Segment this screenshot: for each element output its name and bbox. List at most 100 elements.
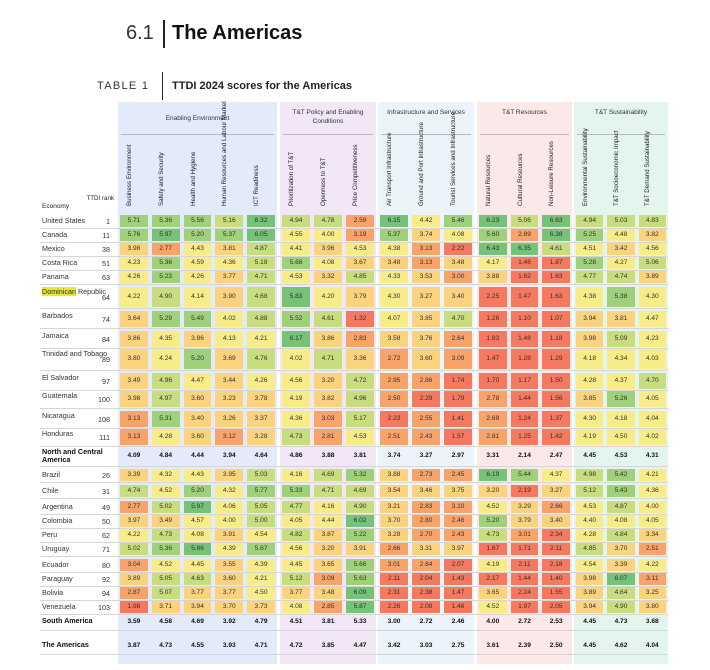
score-cell: 1.63	[542, 287, 570, 307]
score-cell: 3.82	[314, 391, 342, 407]
score-cell: 2.66	[380, 543, 408, 555]
score-cell: 5.56	[183, 215, 212, 227]
row-divider	[40, 256, 668, 257]
score-cell: 4.13	[215, 331, 244, 347]
score-cell: 4.48	[607, 229, 635, 241]
score-cell: 3.31	[412, 543, 440, 555]
score-cell: 6.43	[479, 243, 507, 255]
score-cell: 1.40	[542, 573, 570, 585]
score-cell: 4.05	[638, 391, 666, 407]
row-divider	[40, 242, 668, 243]
column-header: Tourist Services and Infrastructure	[450, 112, 457, 206]
score-cell: 3.85	[321, 642, 335, 649]
column-header: Ground and Port Infrastructure	[418, 122, 425, 206]
score-cell: 4.84	[607, 529, 635, 541]
ttdi-rank: 1	[106, 217, 110, 226]
score-cell: 4.00	[215, 515, 244, 527]
score-cell: 3.70	[607, 543, 635, 555]
score-cell: 5.87	[346, 601, 374, 613]
score-cell: 4.61	[542, 243, 570, 255]
ttdi-rank: 100	[98, 395, 110, 404]
score-cell: 1.62	[510, 271, 539, 283]
score-cell: 3.75	[444, 485, 472, 497]
score-cell: 4.47	[183, 373, 212, 389]
score-cell: 3.28	[380, 529, 408, 541]
score-cell: 4.53	[346, 429, 374, 445]
score-cell: 5.97	[183, 501, 212, 513]
score-cell: 4.42	[412, 215, 440, 227]
score-cell: 5.38	[607, 287, 635, 307]
score-cell: 5.05	[247, 501, 275, 513]
economy-name: Colombia	[42, 516, 73, 525]
score-cell: 4.21	[247, 331, 275, 347]
score-cell: 4.21	[247, 573, 275, 585]
score-cell: 3.27	[419, 452, 433, 459]
score-cell: 5.20	[479, 515, 507, 527]
score-cell: 4.31	[645, 452, 659, 459]
economy-name: Mexico	[42, 244, 65, 253]
economy-name: Honduras	[42, 429, 74, 438]
score-cell: 4.44	[314, 515, 342, 527]
score-cell: 4.23	[120, 257, 148, 269]
column-header: Price Competitiveness	[352, 144, 359, 206]
score-cell: 3.42	[607, 243, 635, 255]
score-cell: 1.28	[510, 349, 539, 369]
score-cell: 3.73	[247, 601, 275, 613]
score-cell: 4.64	[254, 452, 268, 459]
score-cell: 3.81	[215, 243, 244, 255]
column-header: Prioritization of T&T	[288, 151, 295, 206]
score-cell: 4.30	[380, 287, 408, 307]
score-cell: 3.65	[479, 587, 507, 599]
score-cell: 3.11	[638, 573, 666, 585]
economy-name: Panama	[42, 272, 69, 281]
score-cell: 3.48	[380, 257, 408, 269]
score-cell: 6.17	[282, 331, 310, 347]
score-cell: 3.26	[215, 411, 244, 427]
score-cell: 3.39	[120, 469, 148, 481]
score-cell: 4.54	[247, 529, 275, 541]
ttdi-rank: 51	[102, 259, 110, 268]
score-cell: 3.97	[444, 543, 472, 555]
score-cell: 2.34	[542, 529, 570, 541]
score-cell: 3.81	[321, 618, 335, 625]
score-cell: 1.25	[510, 429, 539, 445]
score-cell: 2.11	[380, 573, 408, 585]
score-cell: 5.37	[215, 229, 244, 241]
score-cell: 3.34	[638, 529, 666, 541]
table-label: TABLE 1	[97, 80, 150, 92]
score-cell: 5.25	[576, 229, 604, 241]
score-cell: 2.50	[380, 391, 408, 407]
score-cell: 3.79	[510, 515, 539, 527]
column-header: Health and Hygiene	[189, 151, 197, 206]
score-cell: 3.46	[412, 485, 440, 497]
score-cell: 3.03	[314, 411, 342, 427]
ttdi-rank: 71	[102, 545, 110, 554]
score-cell: 3.88	[321, 452, 335, 459]
score-cell: 4.18	[576, 349, 604, 369]
score-cell: 4.58	[159, 618, 173, 625]
score-cell: 4.71	[247, 271, 275, 283]
score-cell: 4.00	[314, 229, 342, 241]
score-cell: 3.87	[127, 642, 141, 649]
score-cell: 5.44	[510, 469, 539, 481]
group-title: T&T Resources	[501, 109, 548, 116]
score-cell: 3.98	[576, 573, 604, 585]
score-cell: 5.05	[151, 573, 180, 585]
score-cell: 4.45	[583, 642, 597, 649]
score-cell: 5.02	[151, 501, 180, 513]
score-cell: 3.65	[314, 559, 342, 571]
score-cell: 4.90	[151, 287, 180, 307]
row-divider	[40, 328, 668, 329]
score-cell: 4.08	[607, 515, 635, 527]
score-cell: 3.60	[183, 391, 212, 407]
score-cell: 5.60	[479, 229, 507, 241]
score-cell: 3.77	[215, 271, 244, 283]
score-cell: 1.32	[346, 311, 374, 327]
score-cell: 2.11	[510, 559, 539, 571]
score-cell: 4.98	[576, 469, 604, 481]
score-cell: 4.06	[215, 501, 244, 513]
score-cell: 5.20	[183, 349, 212, 369]
score-cell: 2.72	[518, 618, 531, 625]
score-cell: 3.77	[215, 587, 244, 599]
score-cell: 2.45	[444, 469, 472, 481]
